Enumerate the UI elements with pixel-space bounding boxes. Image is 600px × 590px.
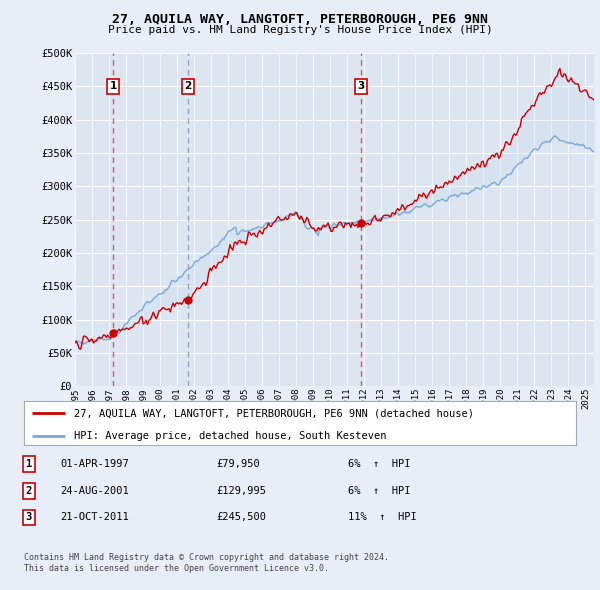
Text: 3: 3: [26, 513, 32, 522]
Text: 11%  ↑  HPI: 11% ↑ HPI: [348, 513, 417, 522]
Text: 24-AUG-2001: 24-AUG-2001: [60, 486, 129, 496]
Text: 2: 2: [184, 81, 191, 91]
Text: £79,950: £79,950: [216, 460, 260, 469]
Text: HPI: Average price, detached house, South Kesteven: HPI: Average price, detached house, Sout…: [74, 431, 386, 441]
Text: 27, AQUILA WAY, LANGTOFT, PETERBOROUGH, PE6 9NN (detached house): 27, AQUILA WAY, LANGTOFT, PETERBOROUGH, …: [74, 408, 473, 418]
Text: 6%  ↑  HPI: 6% ↑ HPI: [348, 486, 410, 496]
Text: This data is licensed under the Open Government Licence v3.0.: This data is licensed under the Open Gov…: [24, 565, 329, 573]
Text: 3: 3: [357, 81, 365, 91]
Text: 1: 1: [110, 81, 117, 91]
Text: Price paid vs. HM Land Registry's House Price Index (HPI): Price paid vs. HM Land Registry's House …: [107, 25, 493, 35]
Text: 01-APR-1997: 01-APR-1997: [60, 460, 129, 469]
Text: 6%  ↑  HPI: 6% ↑ HPI: [348, 460, 410, 469]
Text: £129,995: £129,995: [216, 486, 266, 496]
Text: 1: 1: [26, 460, 32, 469]
Text: 2: 2: [26, 486, 32, 496]
Text: 21-OCT-2011: 21-OCT-2011: [60, 513, 129, 522]
Text: Contains HM Land Registry data © Crown copyright and database right 2024.: Contains HM Land Registry data © Crown c…: [24, 553, 389, 562]
Text: 27, AQUILA WAY, LANGTOFT, PETERBOROUGH, PE6 9NN: 27, AQUILA WAY, LANGTOFT, PETERBOROUGH, …: [112, 13, 488, 26]
Text: £245,500: £245,500: [216, 513, 266, 522]
